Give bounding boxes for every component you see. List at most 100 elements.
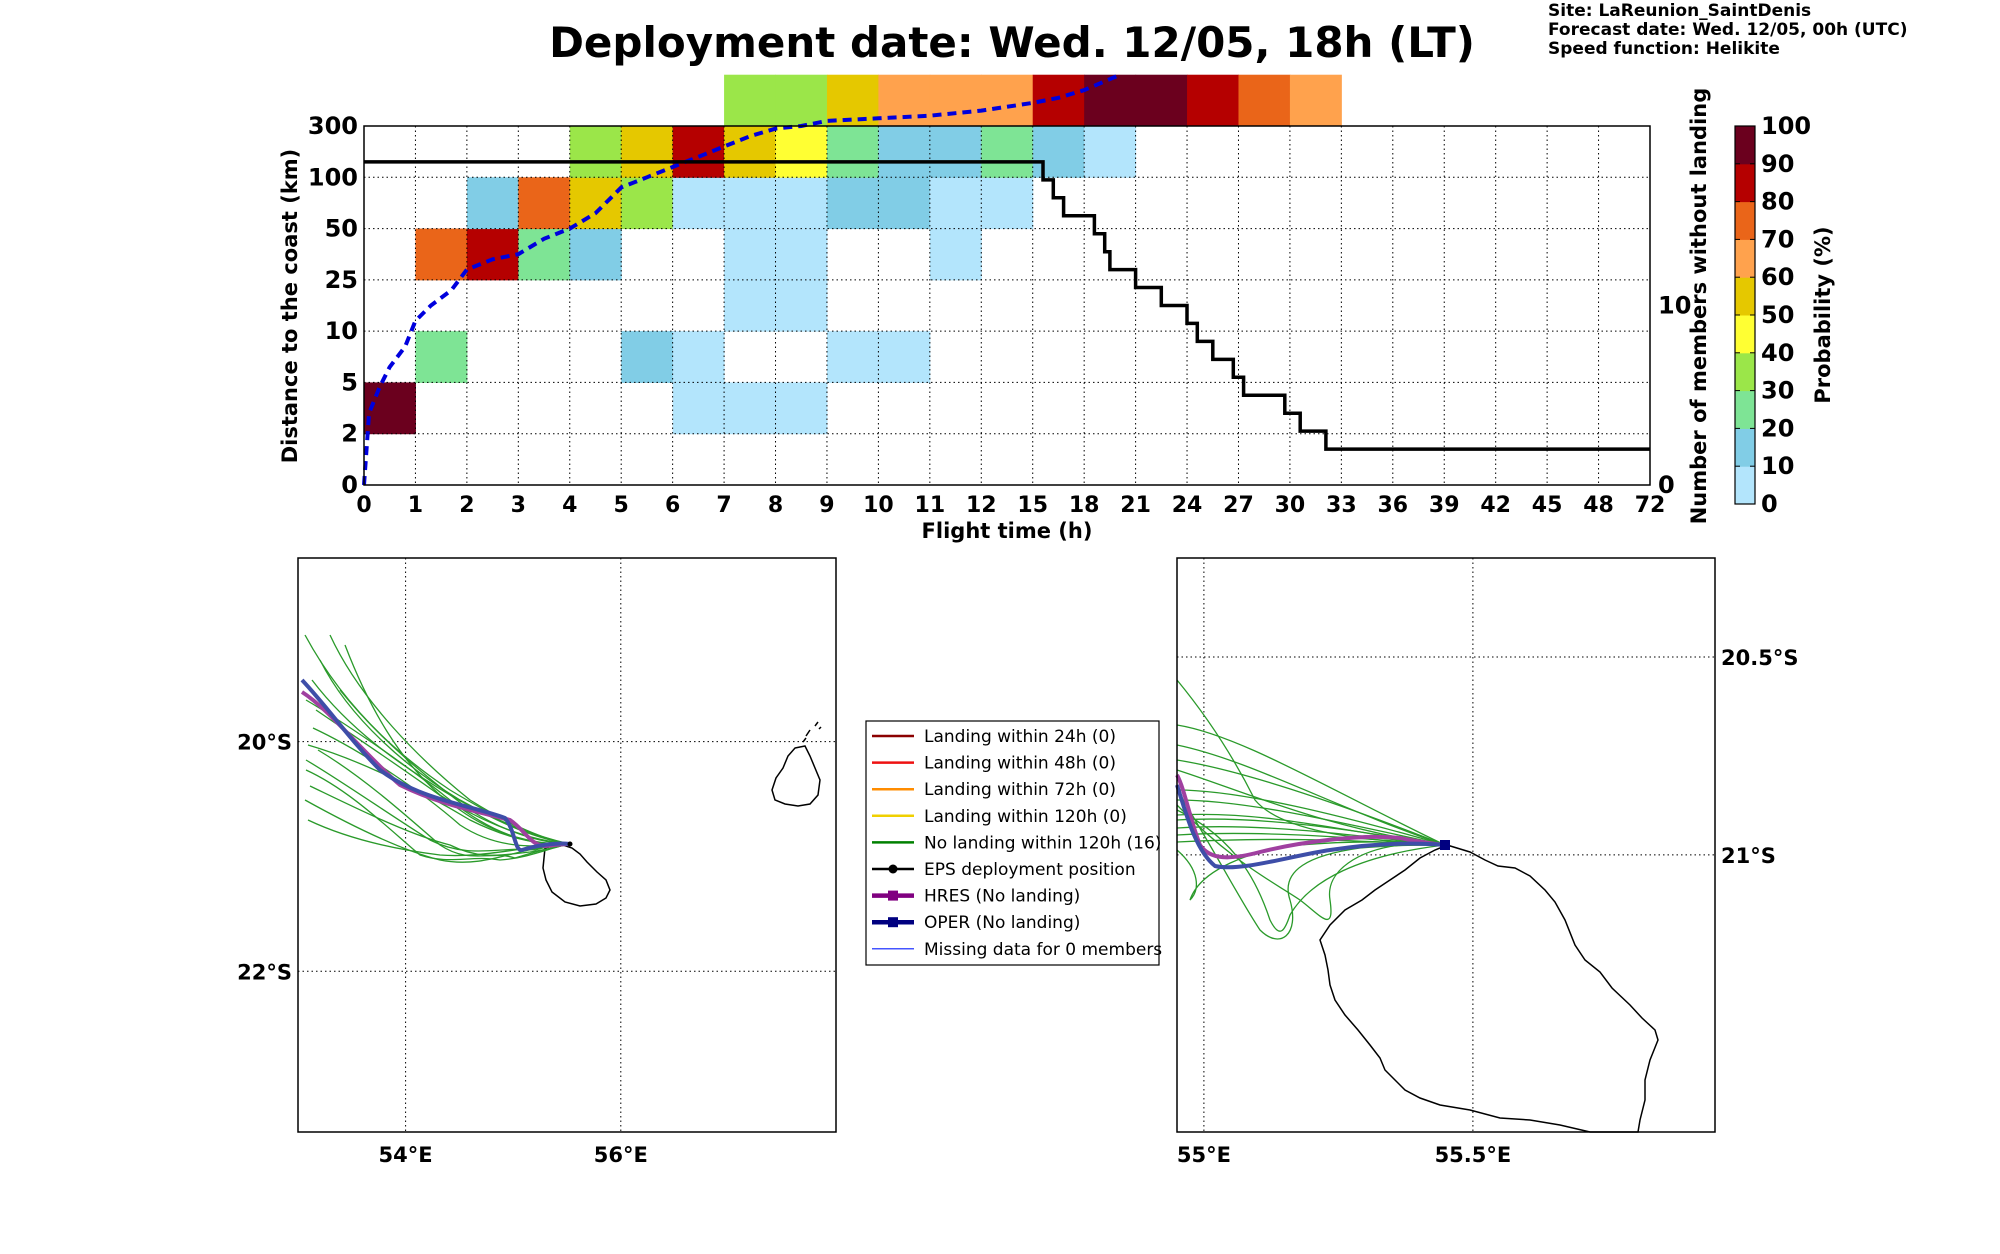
oper-marker (1440, 840, 1450, 850)
colorbar-cell (1735, 466, 1755, 505)
legend-label: Landing within 120h (0) (924, 807, 1127, 827)
heatmap-cell (1238, 74, 1291, 127)
eps-trajectory (1176, 804, 1445, 921)
x-tick-label: 3 (511, 493, 526, 518)
colorbar-cell (1735, 428, 1755, 467)
legend-label: OPER (No landing) (924, 913, 1080, 933)
heatmap-cell (1032, 126, 1085, 178)
heatmap-cell (415, 228, 468, 281)
eps-trajectory (319, 659, 571, 845)
x-tick-label: 10 (863, 493, 894, 518)
heatmap-cell (724, 279, 777, 332)
x-tick-label: 11 (915, 493, 946, 518)
legend-label: Landing within 72h (0) (924, 780, 1116, 800)
colorbar-ticks: 0 10 20 30 40 50 60 70 80 90 100 (1735, 112, 1811, 518)
heatmap-cell (672, 126, 725, 178)
colorbar-cell (1735, 163, 1755, 203)
heatmap-cell (672, 177, 725, 230)
x-tick-label: 12 (966, 493, 997, 518)
eps-trajectory (311, 679, 571, 845)
colorbar-cell (1735, 390, 1755, 429)
x-tick-label: 9 (819, 493, 834, 518)
heatmap-cell (1084, 126, 1137, 178)
colorbar-tick-label: 20 (1761, 414, 1794, 442)
heatmap-cell (775, 279, 828, 332)
y-tick-label: 100 (308, 163, 358, 191)
map-lat-label: 22°S (237, 960, 292, 984)
heatmap-cell (518, 177, 571, 230)
colorbar-tick-label: 50 (1761, 301, 1794, 329)
x-tick-label: 18 (1069, 493, 1100, 518)
map-lat-label: 21°S (1721, 844, 1776, 868)
x-axis-label: Flight time (h) (922, 519, 1093, 543)
eps-trajectory (344, 644, 571, 845)
y-axis-label: Distance to the coast (km) (278, 149, 302, 464)
legend-box (865, 720, 1160, 966)
y2-axis-label: Number of members without landing (1687, 88, 1711, 525)
map-right-trajectories (1175, 679, 1450, 940)
heatmap-cell (775, 177, 828, 230)
legend-label: EPS deployment position (924, 860, 1136, 880)
x-tick-label: 36 (1377, 493, 1408, 518)
heatmap-cell (775, 74, 828, 127)
heatmap-cell (415, 331, 468, 383)
colorbar-cell (1735, 126, 1755, 165)
legend-label: No landing within 120h (16) (924, 833, 1161, 853)
legend-marker (888, 890, 898, 901)
x-tick-label: 72 (1635, 493, 1666, 518)
map-right-coastline (1319, 844, 1659, 1133)
map-right-grid (1177, 558, 1715, 1132)
colorbar-cells (1735, 126, 1755, 505)
heatmap-cell (878, 126, 931, 178)
x-tick-label: 15 (1017, 493, 1048, 518)
legend-label: HRES (No landing) (924, 887, 1080, 907)
y-tick-label: 300 (308, 112, 358, 140)
y-tick-label: 5 (341, 368, 358, 396)
y2-tick-labels: 0 10 (1658, 292, 1691, 500)
eps-trajectory (305, 769, 571, 861)
oper-trajectory (1175, 784, 1446, 870)
eps-trajectory (1176, 744, 1446, 846)
heatmap-cell (621, 331, 674, 383)
site-line: Site: LaReunion_SaintDenis (1548, 1, 1812, 21)
step-series-line (364, 160, 1650, 451)
legend-label: Landing within 24h (0) (924, 727, 1116, 747)
chart-title: Deployment date: Wed. 12/05, 18h (LT) (549, 18, 1475, 67)
heatmap-cell (1187, 74, 1239, 127)
legend-marker (888, 917, 898, 928)
heatmap-cell (775, 382, 828, 435)
x-tick-label: 48 (1583, 493, 1614, 518)
oper-trajectory (300, 678, 571, 852)
heatmap-series (362, 72, 1650, 486)
eps-trajectory (1176, 799, 1446, 846)
eps-trajectory (1176, 809, 1446, 932)
colorbar-tick-label: 30 (1761, 377, 1794, 405)
map-lon-label: 54°E (379, 1143, 433, 1167)
heatmap-frame (363, 125, 1651, 486)
heatmap-cell (929, 228, 982, 281)
eps-trajectory (1176, 724, 1446, 846)
x-tick-label: 24 (1172, 493, 1203, 518)
x-tick-label: 6 (665, 493, 680, 518)
dashed-series-line (362, 72, 1121, 486)
y-tick-label: 10 (325, 317, 358, 345)
forecast-line: Forecast date: Wed. 12/05, 00h (UTC) (1548, 20, 1908, 40)
eps-trajectory (309, 785, 571, 856)
colorbar-tick-label: 10 (1761, 452, 1794, 480)
map-left-grid (298, 558, 836, 1132)
heatmap-cell (724, 74, 777, 127)
colorbar-cell (1735, 277, 1755, 316)
map-left-coastline (542, 721, 822, 907)
map-left-tick-labels: 54°E 56°E 20°S 22°S (237, 731, 648, 1167)
eps-trajectory (1176, 789, 1446, 846)
colorbar: 0 10 20 30 40 50 60 70 80 90 100 Probability (%) (1734, 112, 1835, 518)
colorbar-label: Probability (%) (1811, 226, 1835, 403)
heatmap-cell (775, 126, 828, 178)
reunion-island-outline (1319, 844, 1659, 1133)
map-left-frame (297, 557, 837, 1133)
heatmap-cell (672, 331, 725, 383)
eps-trajectory (1176, 759, 1446, 846)
colorbar-tick-label: 90 (1761, 150, 1794, 178)
map-right-tick-labels: 55°E 55.5°E 20.5°S 21°S (1177, 646, 1799, 1167)
map-right-frame (1176, 557, 1716, 1133)
